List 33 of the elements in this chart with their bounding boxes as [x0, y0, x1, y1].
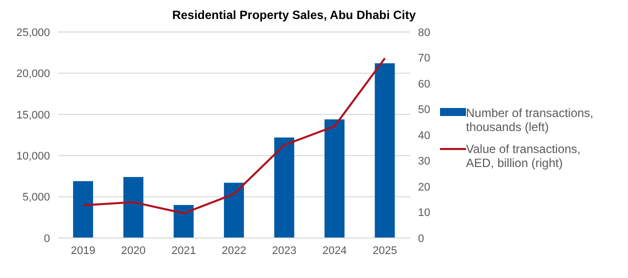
x-tick-label: 2020 — [121, 244, 146, 257]
legend-label: Value of transactions, AED, billion (right) — [466, 142, 582, 170]
chart-title: Residential Property Sales, Abu Dhabi City — [171, 8, 417, 22]
y-tick-label: 15,000 — [16, 109, 50, 122]
bar — [123, 177, 144, 238]
x-tick-label: 2025 — [372, 244, 398, 257]
y-tick-label: 20,000 — [16, 68, 50, 80]
x-tick-label: 2022 — [222, 244, 246, 257]
y-tick-label: 10,000 — [16, 150, 50, 163]
x-tick-label: 2023 — [272, 244, 297, 257]
y2-tick-label: 60 — [418, 78, 430, 90]
y2-tick-label: 70 — [418, 52, 430, 65]
bar — [224, 182, 244, 238]
y2-tick-label: 40 — [418, 130, 430, 142]
y2-tick-label: 30 — [418, 156, 430, 168]
y-tick-label: 0 — [44, 232, 50, 245]
x-tick-label: 2021 — [171, 244, 196, 257]
y2-tick-label: 10 — [418, 207, 430, 220]
y-tick-label: 5,000 — [22, 192, 50, 204]
x-tick-label: 2024 — [322, 244, 347, 257]
bar — [73, 181, 94, 238]
y2-tick-label: 20 — [418, 181, 430, 194]
y2-tick-label: 80 — [418, 26, 430, 39]
bar — [374, 63, 395, 238]
bar — [274, 137, 294, 238]
line-series — [82, 57, 386, 214]
y2-tick-label: 50 — [418, 104, 430, 116]
y2-tick-label: 0 — [418, 232, 424, 245]
bar — [174, 205, 194, 238]
y-tick-label: 25,000 — [16, 26, 50, 39]
legend-label: Number of transactions, thousands (left) — [466, 106, 594, 134]
x-tick-label: 2019 — [70, 244, 96, 257]
bar — [324, 119, 345, 238]
